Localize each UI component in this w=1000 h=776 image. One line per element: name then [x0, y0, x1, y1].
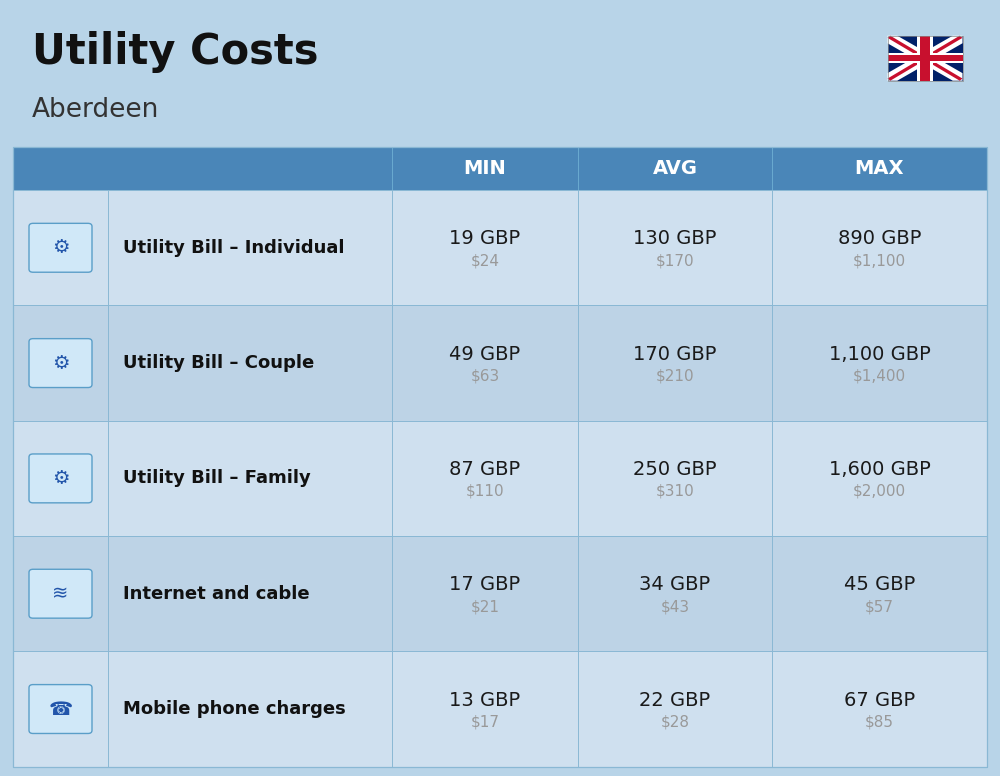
Text: 17 GBP: 17 GBP [449, 575, 521, 594]
Text: Utility Bill – Couple: Utility Bill – Couple [123, 354, 314, 372]
Text: $1,100: $1,100 [853, 253, 906, 268]
Text: 250 GBP: 250 GBP [633, 460, 717, 479]
Text: 45 GBP: 45 GBP [844, 575, 915, 594]
FancyBboxPatch shape [29, 338, 92, 387]
Text: $170: $170 [656, 253, 694, 268]
Text: 49 GBP: 49 GBP [449, 345, 521, 364]
Text: ☎: ☎ [48, 699, 73, 719]
FancyBboxPatch shape [29, 684, 92, 733]
FancyBboxPatch shape [888, 36, 962, 81]
Text: $110: $110 [466, 483, 504, 499]
Text: Mobile phone charges: Mobile phone charges [123, 700, 346, 718]
Text: $24: $24 [470, 253, 499, 268]
FancyBboxPatch shape [917, 36, 933, 81]
Text: Utility Bill – Family: Utility Bill – Family [123, 469, 311, 487]
Polygon shape [888, 36, 962, 81]
FancyBboxPatch shape [772, 147, 987, 190]
Text: 34 GBP: 34 GBP [639, 575, 711, 594]
Text: 890 GBP: 890 GBP [838, 230, 921, 248]
FancyBboxPatch shape [13, 147, 392, 190]
Text: ⚙: ⚙ [52, 238, 69, 258]
Text: 1,600 GBP: 1,600 GBP [829, 460, 930, 479]
Text: ⚙: ⚙ [52, 469, 69, 488]
Text: $210: $210 [656, 369, 694, 383]
Text: $310: $310 [656, 483, 694, 499]
Text: ≋: ≋ [52, 584, 69, 603]
FancyBboxPatch shape [29, 570, 92, 618]
Text: ⚙: ⚙ [52, 354, 69, 372]
Text: $85: $85 [865, 715, 894, 729]
Text: $17: $17 [470, 715, 499, 729]
FancyBboxPatch shape [13, 306, 987, 421]
Polygon shape [888, 36, 962, 81]
FancyBboxPatch shape [29, 454, 92, 503]
Text: 170 GBP: 170 GBP [633, 345, 717, 364]
Text: 67 GBP: 67 GBP [844, 691, 915, 709]
Polygon shape [888, 36, 962, 81]
Text: $63: $63 [470, 369, 500, 383]
FancyBboxPatch shape [13, 651, 987, 767]
Text: $2,000: $2,000 [853, 483, 906, 499]
FancyBboxPatch shape [888, 54, 962, 63]
Polygon shape [888, 36, 962, 81]
FancyBboxPatch shape [888, 55, 962, 61]
FancyBboxPatch shape [13, 536, 987, 651]
Text: Utility Bill – Individual: Utility Bill – Individual [123, 239, 344, 257]
Text: Aberdeen: Aberdeen [32, 97, 159, 123]
Text: 19 GBP: 19 GBP [449, 230, 521, 248]
FancyBboxPatch shape [13, 421, 987, 536]
Text: $21: $21 [470, 599, 499, 614]
FancyBboxPatch shape [29, 223, 92, 272]
FancyBboxPatch shape [392, 147, 578, 190]
Text: 22 GBP: 22 GBP [639, 691, 711, 709]
Text: MAX: MAX [855, 159, 904, 178]
Text: 1,100 GBP: 1,100 GBP [829, 345, 930, 364]
Text: $1,400: $1,400 [853, 369, 906, 383]
Text: MIN: MIN [464, 159, 506, 178]
Text: Internet and cable: Internet and cable [123, 585, 310, 603]
FancyBboxPatch shape [13, 190, 987, 306]
Text: AVG: AVG [652, 159, 698, 178]
Text: 87 GBP: 87 GBP [449, 460, 521, 479]
Text: $28: $28 [660, 715, 690, 729]
Text: Utility Costs: Utility Costs [32, 31, 318, 73]
Text: $57: $57 [865, 599, 894, 614]
Text: $43: $43 [660, 599, 690, 614]
FancyBboxPatch shape [920, 36, 930, 81]
Text: 130 GBP: 130 GBP [633, 230, 717, 248]
FancyBboxPatch shape [578, 147, 772, 190]
Text: 13 GBP: 13 GBP [449, 691, 521, 709]
